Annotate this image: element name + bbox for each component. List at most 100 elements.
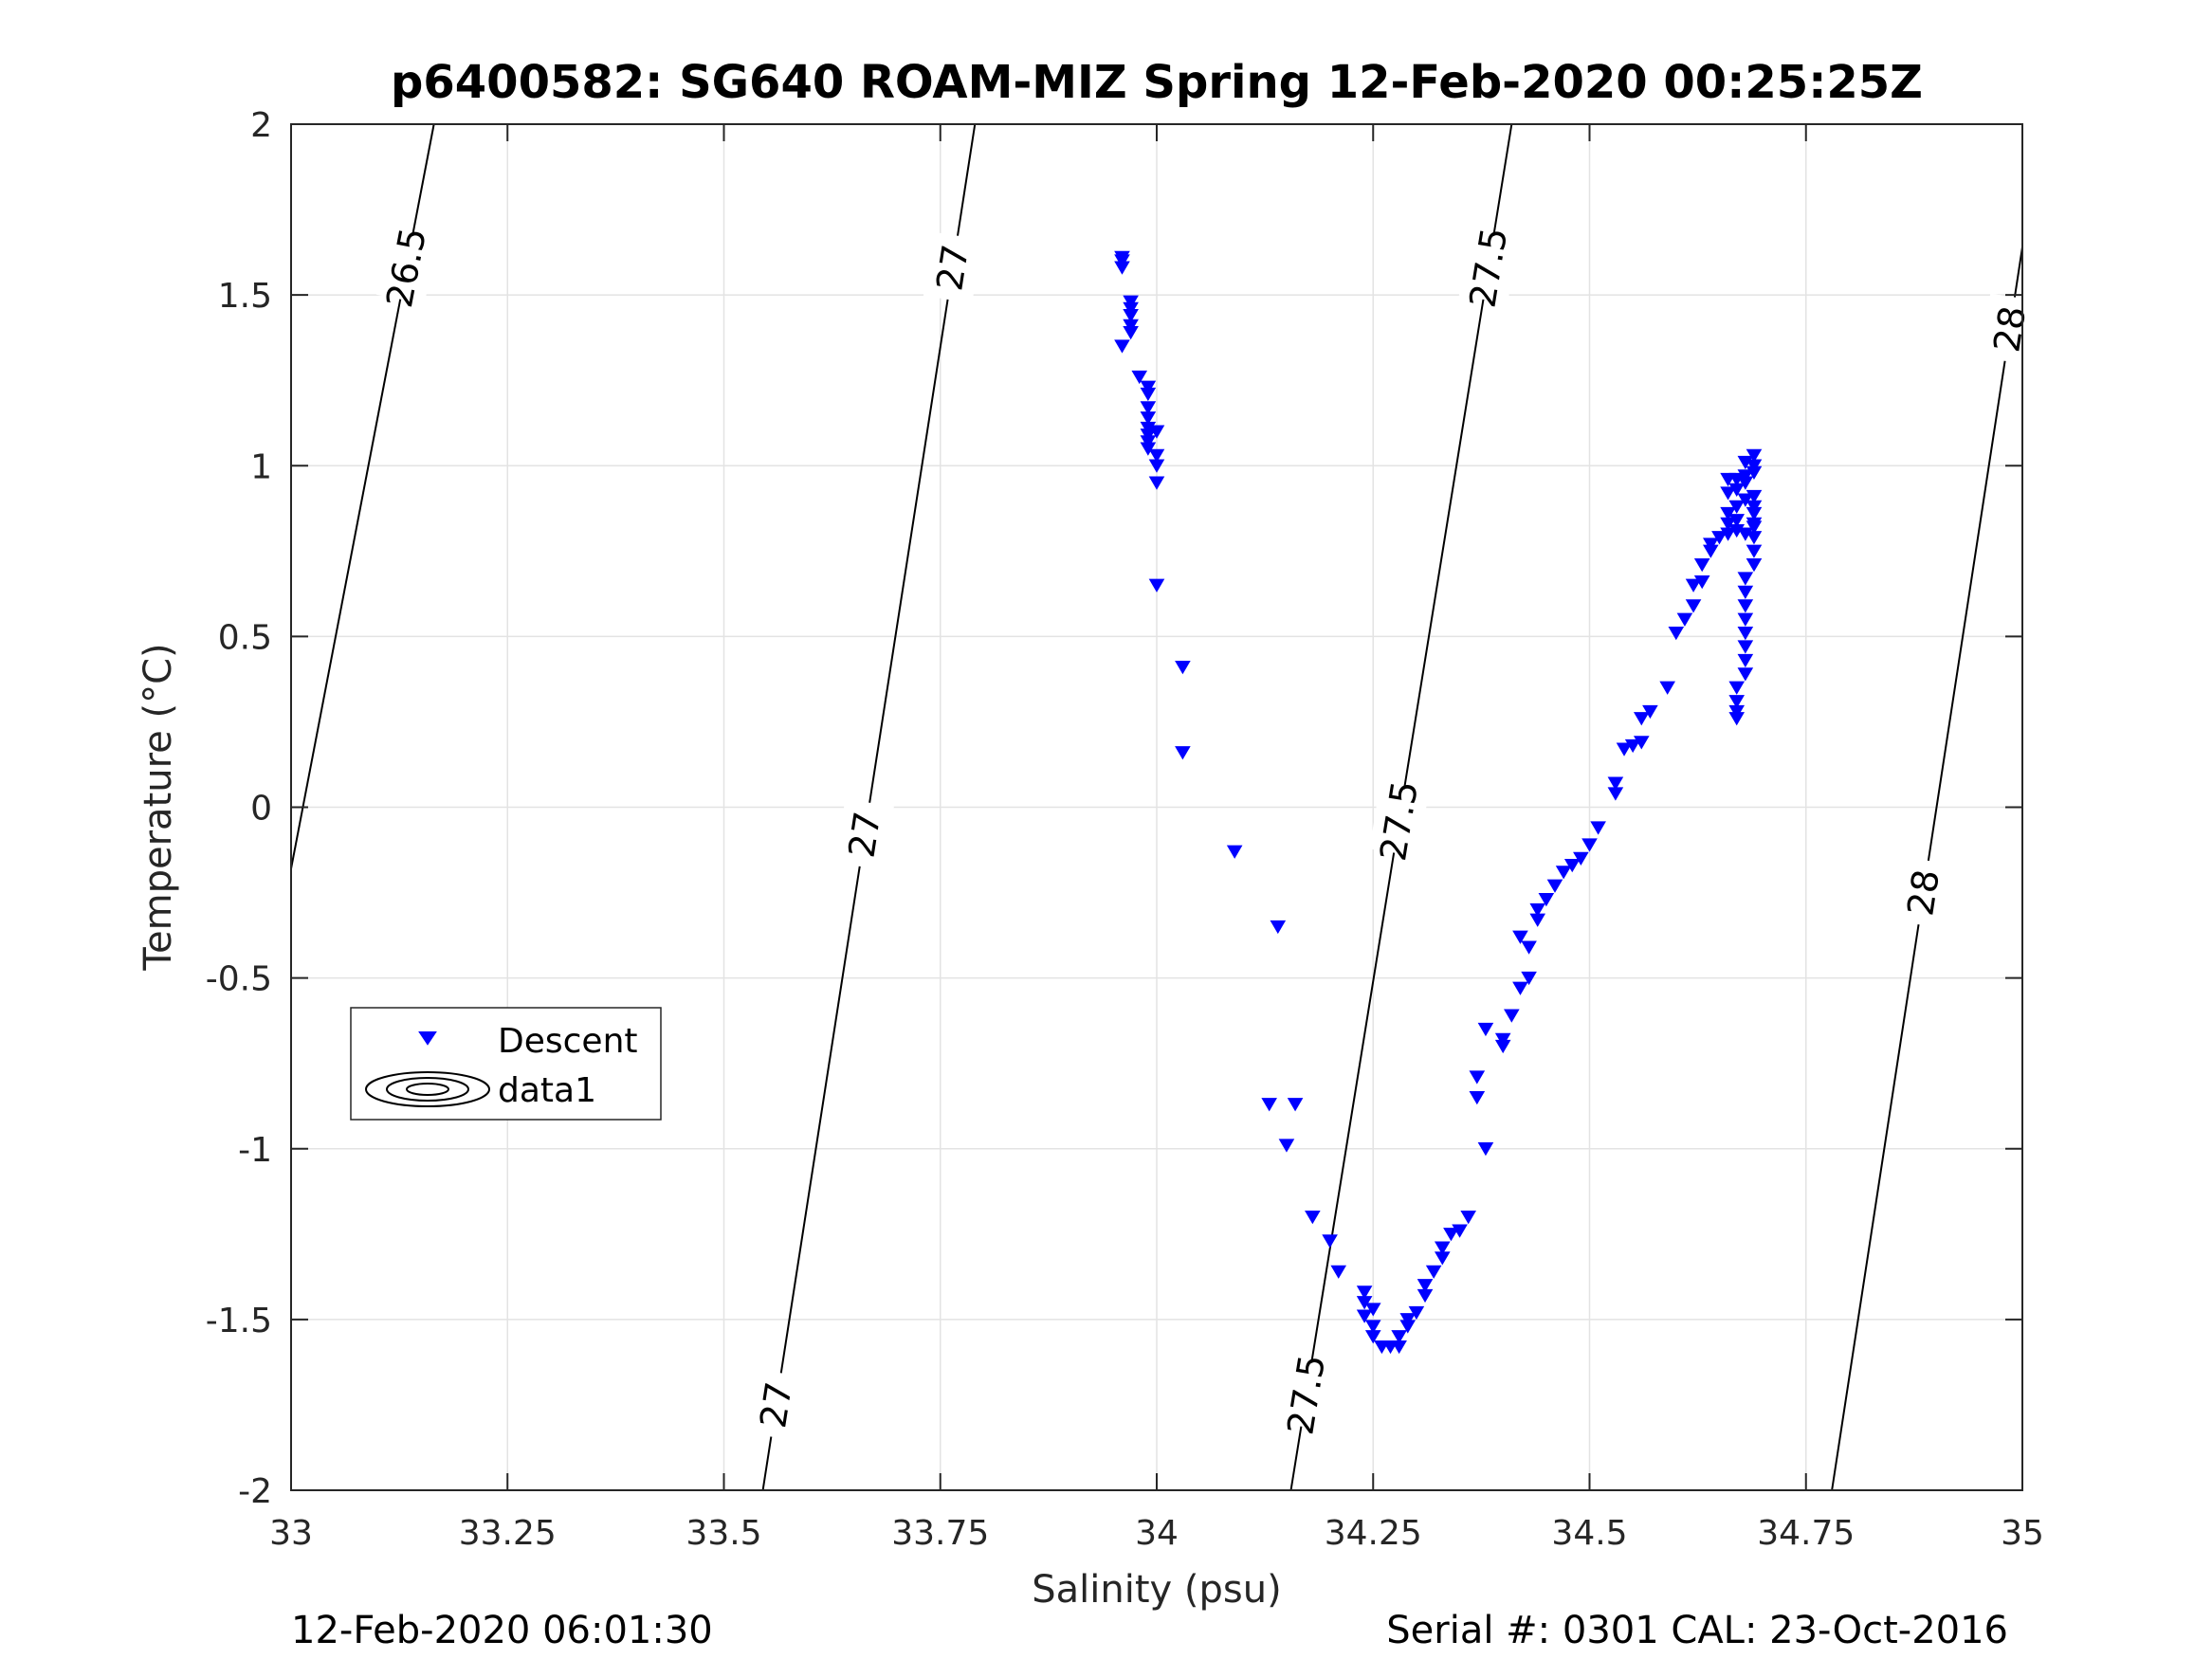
x-tick-label: 34.25 xyxy=(1325,1514,1422,1553)
legend-triangle-marker xyxy=(418,1031,437,1046)
axis-ticks: 33 33.25 33.5 33.75 34 34.25 34.5 34.75 35 2 1.5 1 0… xyxy=(206,106,2044,1553)
x-tick-label: 34.5 xyxy=(1551,1514,1627,1553)
data-point xyxy=(1521,971,1537,986)
data-point xyxy=(1737,667,1754,682)
data-point xyxy=(1746,557,1763,573)
data-point xyxy=(1737,599,1754,613)
footer-timestamp: 12-Feb-2020 06:01:30 xyxy=(291,1609,713,1652)
data-point xyxy=(1148,448,1165,463)
x-axis-label: Salinity (psu) xyxy=(1032,1568,1281,1612)
data-point xyxy=(1581,838,1598,852)
data-point xyxy=(1512,981,1528,995)
contour-label-bg xyxy=(746,1369,806,1441)
data-point xyxy=(1226,845,1243,859)
data-point xyxy=(1140,442,1157,456)
data-point xyxy=(1494,1032,1511,1047)
contour-label-bg xyxy=(1893,857,1953,929)
data-point xyxy=(1261,1098,1277,1112)
data-point xyxy=(1270,920,1287,935)
y-tick-label: 2 xyxy=(250,106,272,145)
data-point xyxy=(1728,704,1746,720)
data-point xyxy=(1512,930,1528,944)
data-point xyxy=(1443,1228,1459,1242)
data-point xyxy=(1123,326,1139,340)
data-point xyxy=(1469,1090,1486,1105)
data-point xyxy=(1305,1211,1321,1225)
contour-label-bg xyxy=(1458,231,1518,304)
data-point xyxy=(1140,401,1157,415)
data-point xyxy=(1521,940,1537,955)
contour-label-bg xyxy=(923,231,982,303)
contour-label: 27 xyxy=(752,1379,800,1431)
data-point xyxy=(1746,489,1763,504)
data-point xyxy=(1477,1142,1494,1157)
contour-label: 28 xyxy=(1985,303,2034,355)
data-point xyxy=(1148,425,1165,439)
data-point xyxy=(1624,738,1641,754)
data-point xyxy=(1746,506,1763,521)
data-point xyxy=(1148,578,1165,592)
data-point xyxy=(1391,1330,1407,1344)
data-point xyxy=(1676,612,1693,627)
data-point xyxy=(1720,486,1736,501)
data-point xyxy=(1123,295,1139,309)
data-point xyxy=(1408,1305,1425,1321)
data-point xyxy=(1114,261,1130,275)
x-tick-label: 33.25 xyxy=(459,1514,557,1553)
data-point xyxy=(1737,612,1754,627)
data-point xyxy=(1633,736,1650,750)
data-point xyxy=(1425,1265,1442,1279)
data-point xyxy=(1114,339,1130,354)
data-point xyxy=(1728,500,1746,514)
y-tick-label: 0.5 xyxy=(218,618,272,657)
data-point xyxy=(1737,627,1754,641)
data-point xyxy=(1477,1022,1494,1037)
data-point xyxy=(1364,1330,1381,1344)
legend-data1-label: data1 xyxy=(498,1071,596,1110)
data-point xyxy=(1737,572,1754,586)
contour-label: 28 xyxy=(1899,866,1947,918)
data-point xyxy=(1746,500,1763,514)
x-tick-label: 34.75 xyxy=(1757,1514,1855,1553)
chart-title: p6400582: SG640 ROAM-MIZ Spring 12-Feb-2… xyxy=(391,56,1923,109)
contour-label-bg xyxy=(1369,785,1429,857)
data-point xyxy=(1685,578,1702,592)
x-tick-label: 33 xyxy=(269,1514,313,1553)
data-point xyxy=(1140,411,1157,426)
contour-label-bg xyxy=(375,231,437,304)
data-point xyxy=(1728,681,1746,695)
y-tick-label: -2 xyxy=(238,1472,272,1511)
data-point xyxy=(1693,557,1710,573)
data-point xyxy=(1616,742,1633,757)
data-point xyxy=(1452,1224,1468,1238)
x-tick-label: 35 xyxy=(2001,1514,2044,1553)
y-tick-label: -1.5 xyxy=(206,1302,272,1340)
data-point xyxy=(1287,1098,1304,1112)
data-point xyxy=(1728,472,1746,487)
data-point xyxy=(1278,1139,1295,1153)
data-point xyxy=(1590,821,1606,835)
descent-series xyxy=(1114,250,1763,1355)
data-point xyxy=(1504,1009,1520,1023)
contour-label-bg xyxy=(835,798,894,870)
data-point xyxy=(1737,493,1754,507)
data-point xyxy=(1607,776,1624,791)
data-point xyxy=(1175,661,1191,675)
data-point xyxy=(1746,517,1763,531)
data-point xyxy=(1746,448,1763,463)
data-point xyxy=(1330,1265,1347,1279)
data-point xyxy=(1746,544,1763,558)
data-point xyxy=(1746,531,1763,545)
data-point xyxy=(1131,370,1148,385)
data-point xyxy=(1633,712,1650,726)
data-point xyxy=(1711,531,1728,545)
data-point xyxy=(1140,435,1157,449)
data-point xyxy=(1175,746,1191,760)
contour-label: 27 xyxy=(841,809,889,861)
data-point xyxy=(1737,455,1754,470)
data-point xyxy=(1460,1211,1476,1225)
data-point xyxy=(1356,1285,1373,1300)
data-point xyxy=(1728,695,1746,709)
